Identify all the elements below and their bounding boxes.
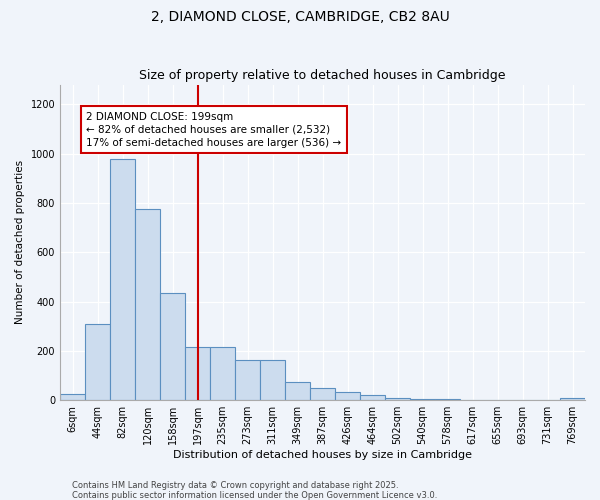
Bar <box>410 399 435 400</box>
Bar <box>185 347 210 400</box>
Y-axis label: Number of detached properties: Number of detached properties <box>15 160 25 324</box>
Bar <box>85 324 110 400</box>
Bar <box>60 394 85 400</box>
Bar <box>160 293 185 400</box>
Bar <box>335 392 360 400</box>
Bar <box>210 347 235 400</box>
Bar <box>285 382 310 400</box>
Bar <box>110 158 135 400</box>
Text: 2, DIAMOND CLOSE, CAMBRIDGE, CB2 8AU: 2, DIAMOND CLOSE, CAMBRIDGE, CB2 8AU <box>151 10 449 24</box>
Bar <box>385 398 410 400</box>
Bar <box>360 396 385 400</box>
Bar <box>560 398 585 400</box>
Bar <box>235 360 260 400</box>
Bar <box>310 388 335 400</box>
Bar <box>260 360 285 400</box>
X-axis label: Distribution of detached houses by size in Cambridge: Distribution of detached houses by size … <box>173 450 472 460</box>
Bar <box>135 209 160 400</box>
Text: Contains public sector information licensed under the Open Government Licence v3: Contains public sector information licen… <box>72 490 437 500</box>
Text: Contains HM Land Registry data © Crown copyright and database right 2025.: Contains HM Land Registry data © Crown c… <box>72 480 398 490</box>
Text: 2 DIAMOND CLOSE: 199sqm
← 82% of detached houses are smaller (2,532)
17% of semi: 2 DIAMOND CLOSE: 199sqm ← 82% of detache… <box>86 112 341 148</box>
Title: Size of property relative to detached houses in Cambridge: Size of property relative to detached ho… <box>139 69 506 82</box>
